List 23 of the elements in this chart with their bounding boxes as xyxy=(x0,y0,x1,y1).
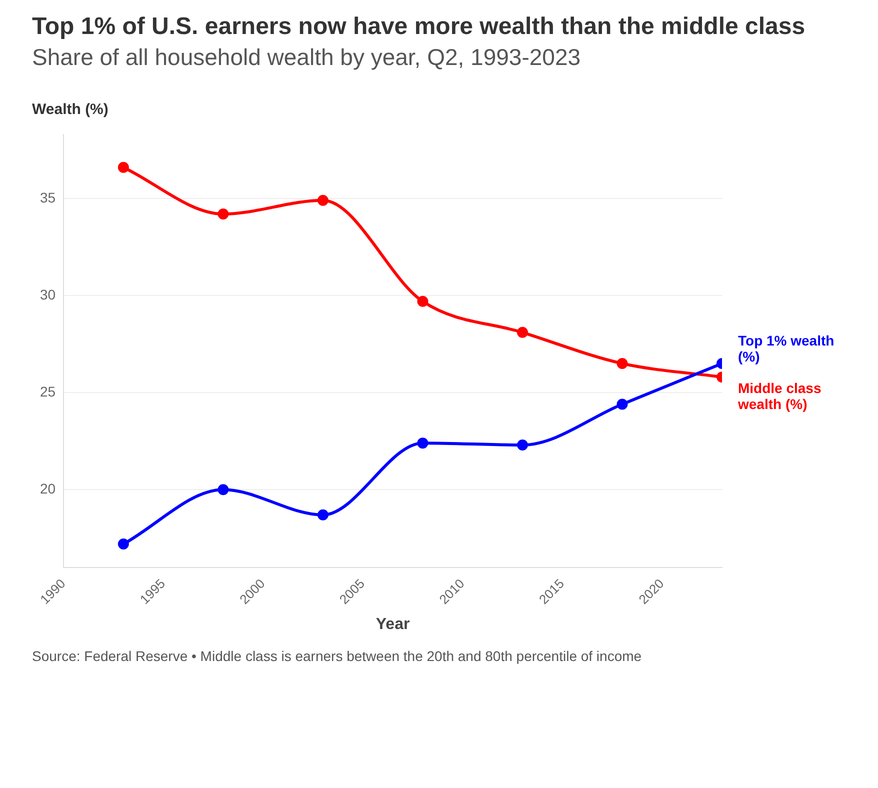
source-note: Source: Federal Reserve • Middle class is earners between the 20th and 80th percentile of income xyxy=(32,648,643,664)
point xyxy=(616,398,628,410)
series-label: Top 1% wealth (%) xyxy=(738,332,834,364)
y-tick-label: 25 xyxy=(40,383,56,400)
x-axis-title: Year xyxy=(376,616,410,633)
y-tick-label: 30 xyxy=(40,286,56,302)
point xyxy=(516,326,528,338)
point xyxy=(317,509,328,520)
point xyxy=(417,296,428,307)
chart-title: Top 1% of U.S. earners now have more wealth than the middle class xyxy=(32,12,806,42)
y-axis-title: Wealth (%) xyxy=(32,101,110,118)
point xyxy=(417,438,428,449)
point xyxy=(317,194,328,206)
y-tick-label: 20 xyxy=(40,480,56,497)
point xyxy=(218,484,229,496)
chart-subtitle: Share of all household wealth by year, Q2, 1993-2023 xyxy=(32,44,582,71)
point xyxy=(218,208,229,220)
point xyxy=(118,538,129,550)
point xyxy=(118,162,129,173)
point xyxy=(516,440,528,451)
point xyxy=(616,358,628,369)
y-tick-label: 35 xyxy=(40,189,56,206)
series-label: Middle class wealth (%) xyxy=(737,380,822,412)
